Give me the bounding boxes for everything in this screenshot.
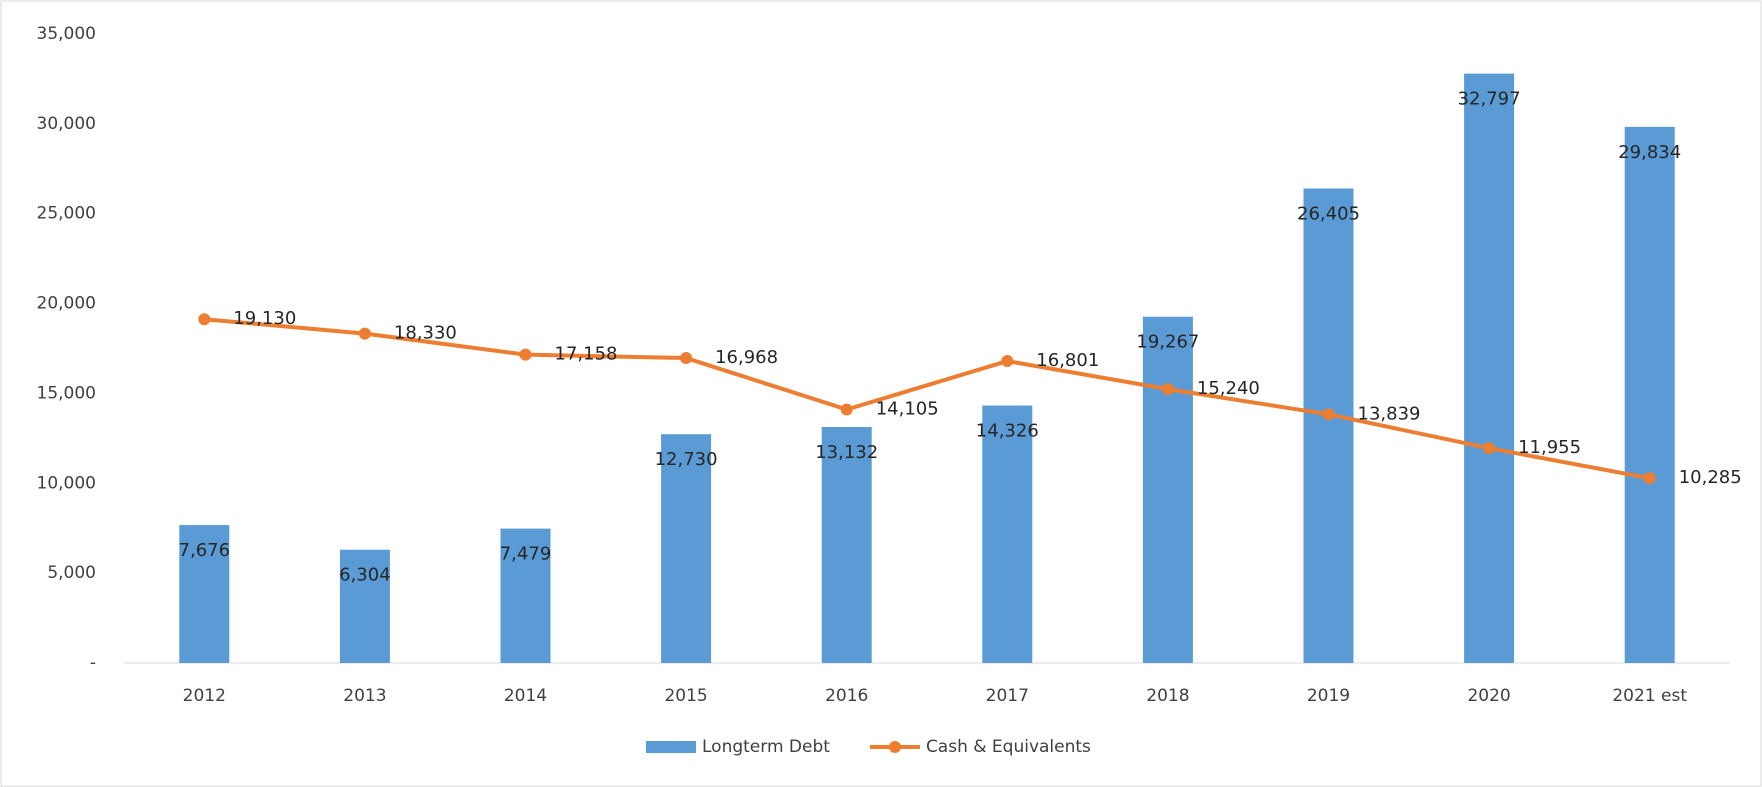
data-label: 6,304 (339, 565, 391, 586)
data-label: 17,158 (555, 344, 618, 365)
x-tick-label: 2012 (183, 686, 226, 706)
x-tick-label: 2015 (664, 686, 707, 706)
legend-label: Cash & Equivalents (926, 737, 1091, 757)
data-label: 14,105 (876, 399, 939, 420)
line-point (198, 313, 211, 326)
line-point (680, 352, 693, 365)
data-label: 29,834 (1618, 142, 1681, 163)
y-tick-label: 5,000 (47, 563, 96, 583)
bar (661, 434, 712, 663)
x-tick-label: 2016 (825, 686, 868, 706)
bar (1624, 126, 1675, 664)
bar (821, 426, 872, 663)
line-point (1001, 355, 1014, 368)
line-point (840, 403, 853, 416)
y-tick-label: 10,000 (37, 473, 96, 493)
x-tick-label: 2018 (1146, 686, 1189, 706)
line-point (1161, 383, 1174, 396)
y-tick-label: 15,000 (37, 383, 96, 403)
data-label: 10,285 (1679, 467, 1742, 488)
line-point (358, 327, 371, 340)
data-label: 15,240 (1197, 378, 1260, 399)
line-point (1322, 408, 1335, 421)
x-tick-label: 2017 (986, 686, 1029, 706)
y-tick-label: 25,000 (37, 204, 96, 224)
bar (1464, 73, 1515, 663)
legend-swatch (646, 741, 696, 753)
y-tick-label: 30,000 (37, 114, 96, 134)
y-tick-label: 20,000 (37, 294, 96, 314)
x-tick-label: 2013 (343, 686, 386, 706)
data-label: 19,130 (233, 308, 296, 329)
bar (1303, 188, 1354, 664)
data-label: 7,676 (179, 540, 231, 561)
data-label: 11,955 (1518, 437, 1581, 458)
legend-swatch (888, 741, 901, 753)
data-label: 16,801 (1036, 350, 1099, 371)
data-label: 19,267 (1136, 332, 1199, 353)
data-label: 26,405 (1297, 203, 1360, 224)
line-point (519, 348, 532, 361)
data-label: 7,479 (500, 544, 552, 565)
bar (500, 528, 551, 663)
bar (179, 525, 230, 663)
data-label: 18,330 (394, 323, 457, 344)
bar (982, 405, 1033, 663)
bar (1142, 316, 1193, 663)
y-tick-label: 35,000 (37, 24, 96, 44)
x-tick-label: 2021 est (1612, 686, 1687, 706)
data-label: 13,839 (1358, 403, 1421, 424)
data-label: 13,132 (815, 442, 878, 463)
data-label: 12,730 (655, 449, 718, 470)
line (204, 317, 1651, 481)
line-point (1643, 472, 1656, 485)
x-tick-label: 2020 (1467, 686, 1510, 706)
data-label: 16,968 (715, 347, 778, 368)
bar (339, 549, 390, 663)
line-point (1483, 442, 1496, 455)
data-label: 32,797 (1458, 89, 1521, 110)
data-label: 14,326 (976, 421, 1039, 442)
legend-label: Longterm Debt (702, 737, 830, 757)
x-tick-label: 2019 (1307, 686, 1350, 706)
x-tick-label: 2014 (504, 686, 547, 706)
y-tick-label: - (90, 653, 96, 673)
